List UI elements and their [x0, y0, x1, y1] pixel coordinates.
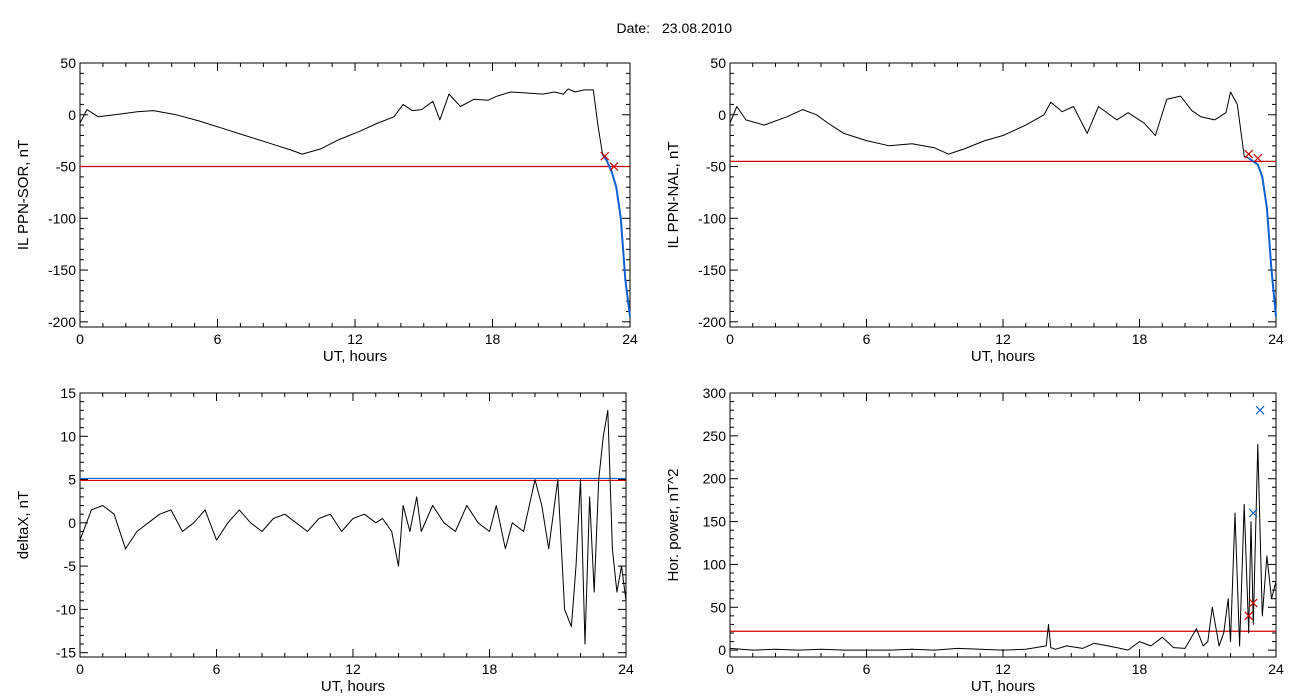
y-tick-label: 50 — [710, 55, 726, 71]
chart-panel-1: 0 6 12 18 24 50 0 -50 -100 -150 -200 UT, hours IL PP… — [15, 55, 638, 365]
x-axis-label: UT, hours — [971, 678, 1035, 695]
x-marker — [1253, 153, 1263, 163]
x-tick-label: 0 — [76, 661, 84, 677]
x-tick-label: 6 — [863, 331, 871, 347]
plot-frame — [79, 62, 631, 328]
x-marker-stroke — [609, 162, 619, 171]
x-tick-label: 18 — [482, 661, 498, 677]
x-axis-label: UT, hours — [971, 348, 1035, 365]
y-tick-label: -15 — [56, 645, 76, 661]
x-tick-label: 0 — [76, 331, 84, 347]
plot-frame — [79, 392, 627, 658]
x-tick-label: 12 — [995, 331, 1011, 347]
y-tick-label: -150 — [48, 262, 76, 278]
x-tick-label: 12 — [345, 661, 361, 677]
chart-panel-4: 0 6 12 18 24 300 250 200 150 100 50 0 UT, hours Hor. … — [665, 385, 1284, 695]
y-tick-label: 5 — [68, 472, 76, 488]
x-tick-label: 24 — [622, 331, 638, 347]
x-marker — [1248, 598, 1258, 608]
x-axis-label: UT, hours — [321, 678, 385, 695]
y-tick-label: -50 — [56, 159, 76, 175]
y-axis-label: IL PPN-SOR, nT — [15, 140, 32, 250]
y-tick-label: 15 — [60, 385, 76, 401]
y-tick-label: 100 — [703, 556, 727, 572]
y-axis-label: Hor. power, nT^2 — [665, 469, 682, 582]
x-marker-stroke — [1244, 611, 1254, 621]
plot-frame — [729, 392, 1277, 658]
y-tick-label: 250 — [703, 428, 727, 444]
y-axis-label: deltaX, nT — [15, 491, 32, 559]
x-tick-label: 0 — [726, 661, 734, 677]
y-tick-label: 50 — [60, 55, 76, 71]
y-tick-label: -100 — [48, 210, 76, 226]
data-series-line — [79, 409, 627, 645]
x-marker-stroke — [1255, 405, 1265, 415]
date-label: Date: — [617, 20, 650, 36]
x-marker-stroke — [1253, 153, 1263, 163]
x-marker — [1244, 611, 1254, 621]
x-marker-stroke — [1248, 508, 1258, 518]
data-series-line — [729, 91, 1277, 317]
chart-panel-3: 0 6 12 18 24 15 10 5 0 -5 -10 -15 UT, hours deltaX, n… — [15, 385, 634, 695]
y-tick-label: 0 — [718, 642, 726, 658]
y-tick-label: 0 — [718, 107, 726, 123]
y-tick-label: 10 — [60, 428, 76, 444]
x-marker — [600, 151, 610, 161]
plot-frame — [729, 62, 1277, 328]
x-marker-stroke — [1248, 598, 1258, 608]
x-tick-label: 6 — [214, 331, 222, 347]
y-tick-label: -200 — [698, 314, 726, 330]
x-tick-label: 18 — [485, 331, 501, 347]
data-series-line — [79, 88, 631, 317]
x-marker — [1244, 149, 1254, 159]
x-tick-label: 24 — [1268, 331, 1284, 347]
x-tick-label: 24 — [618, 661, 634, 677]
data-series-line — [729, 443, 1277, 651]
x-tick-label: 0 — [726, 331, 734, 347]
tail-overlay-line — [601, 153, 631, 317]
y-tick-label: -150 — [698, 262, 726, 278]
x-marker-stroke — [1244, 149, 1254, 159]
x-tick-label: 18 — [1132, 661, 1148, 677]
y-tick-label: 200 — [703, 471, 727, 487]
y-tick-label: -200 — [48, 314, 76, 330]
y-tick-label: -5 — [64, 558, 77, 574]
x-tick-label: 12 — [347, 331, 363, 347]
x-axis-label: UT, hours — [323, 348, 387, 365]
x-tick-label: 18 — [1132, 331, 1148, 347]
y-tick-label: -50 — [706, 159, 726, 175]
x-marker — [1255, 405, 1265, 415]
date-value: 23.08.2010 — [662, 20, 732, 36]
y-tick-label: -10 — [56, 601, 76, 617]
x-marker-stroke — [600, 151, 610, 161]
y-tick-label: 150 — [703, 514, 727, 530]
x-marker — [609, 162, 619, 171]
x-tick-label: 24 — [1268, 661, 1284, 677]
y-tick-label: 0 — [68, 515, 76, 531]
y-axis-label: IL PPN-NAL, nT — [665, 142, 682, 249]
tail-overlay-line — [1248, 157, 1277, 317]
x-tick-label: 12 — [995, 661, 1011, 677]
y-tick-label: 50 — [710, 599, 726, 615]
y-tick-label: 0 — [68, 107, 76, 123]
chart-panel-2: 0 6 12 18 24 50 0 -50 -100 -150 -200 UT, hours IL PP… — [665, 55, 1284, 365]
x-tick-label: 6 — [213, 661, 221, 677]
x-marker — [1248, 508, 1258, 518]
x-tick-label: 6 — [863, 661, 871, 677]
y-tick-label: 300 — [703, 385, 727, 401]
y-tick-label: -100 — [698, 210, 726, 226]
